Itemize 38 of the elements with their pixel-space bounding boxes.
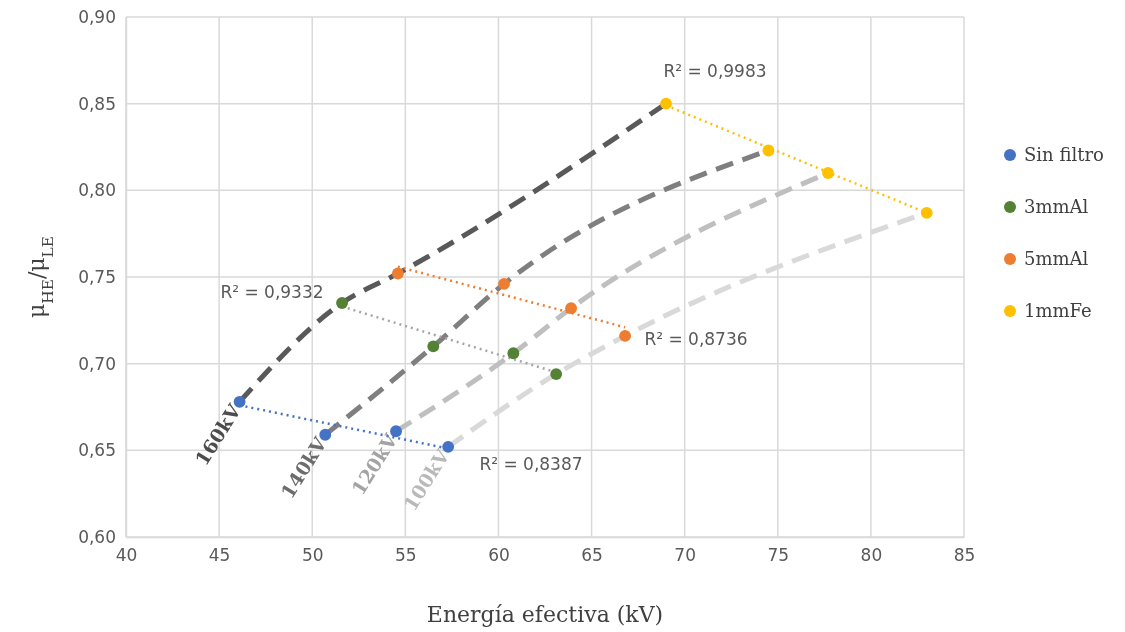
x-tick-label: 55	[395, 545, 417, 566]
point	[920, 206, 933, 219]
x-tick-label: 45	[208, 545, 231, 566]
point	[565, 302, 577, 315]
point	[427, 340, 440, 353]
annotation: R² = 0,8736	[644, 329, 748, 349]
x-tick-label: 70	[674, 545, 696, 566]
annotation: R² = 0,8387	[479, 454, 583, 474]
point	[391, 267, 404, 280]
y-tick-label: 0,80	[78, 180, 116, 201]
y-tick-label: 0,90	[78, 6, 116, 27]
point	[762, 144, 775, 157]
x-tick-label: 65	[581, 545, 603, 566]
legend-label: 3mmAl	[1024, 196, 1089, 218]
x-tick-label: 80	[860, 545, 883, 566]
y-tick-label: 0,85	[78, 93, 116, 114]
annotation: R² = 0,9983	[663, 61, 767, 81]
x-tick-label: 60	[488, 545, 510, 566]
point	[660, 97, 672, 110]
x-axis-title: Energía efectiva (kV)	[426, 602, 664, 627]
y-tick-label: 0,65	[78, 440, 116, 461]
y-tick-label: 0,60	[78, 526, 116, 547]
legend-label: 1mmFe	[1024, 300, 1092, 322]
annotation: R² = 0,9332	[220, 282, 324, 302]
x-tick-label: 40	[115, 545, 138, 566]
x-tick-label: 75	[767, 545, 790, 566]
point	[822, 167, 834, 179]
y-tick-label: 0,75	[78, 266, 116, 287]
y-tick-label: 0,70	[78, 353, 116, 374]
x-tick-label: 50	[301, 545, 324, 566]
point	[550, 368, 563, 380]
legend-label: 5mmAl	[1024, 248, 1089, 270]
legend-label: Sin filtro	[1024, 144, 1104, 166]
point	[336, 297, 348, 309]
point	[619, 330, 631, 342]
point	[507, 347, 520, 360]
x-tick-label: 85	[953, 545, 976, 566]
point	[498, 278, 510, 290]
